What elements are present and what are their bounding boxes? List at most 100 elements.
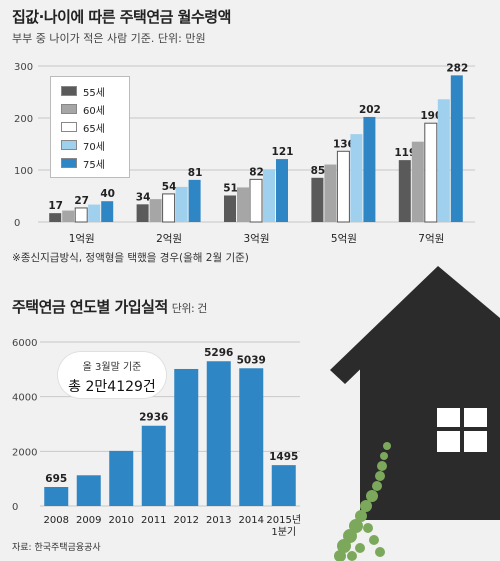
chart2-xtick-0: 2008 xyxy=(44,515,69,526)
chart1-title: 집값·나이에 따른 주택연금 월수령액 xyxy=(12,8,231,26)
legend-label-75: 75세 xyxy=(83,159,105,171)
chart1-bar-1-0 xyxy=(62,210,75,222)
chart1-xtick-4: 7억원 xyxy=(418,233,444,245)
chart1-bar-3-3 xyxy=(350,134,363,222)
chart1-bar-4-0 xyxy=(101,201,114,222)
chart1-xtick-3: 5억원 xyxy=(331,233,357,245)
legend-swatch-75 xyxy=(61,158,77,168)
chart1-note: ※종신지급방식, 정액형을 택했을 경우(올해 2월 기준) xyxy=(12,252,249,264)
chart1-bar-2-0 xyxy=(74,207,88,223)
chart2-value-label-6: 5039 xyxy=(237,354,266,366)
chart2-title: 주택연금 연도별 가입실적 단위: 건 xyxy=(12,296,207,317)
chart1-bar-2-2 xyxy=(249,178,263,223)
legend-swatch-65 xyxy=(61,122,77,132)
chart2-value-label-0: 695 xyxy=(45,473,67,485)
chart1-value-label-0-4: 119 xyxy=(394,147,416,159)
chart2-bar-4 xyxy=(174,368,199,506)
chart1-bar-0-3 xyxy=(311,177,324,222)
legend-swatch-70 xyxy=(61,140,77,150)
chart1-value-label-0-0: 17 xyxy=(48,200,63,212)
legend-swatch-60 xyxy=(61,104,77,114)
legend-label-60: 60세 xyxy=(83,105,105,117)
legend-item-55: 55세 xyxy=(61,84,105,99)
chart1-value-label-4-3: 202 xyxy=(359,104,381,116)
house-icon xyxy=(330,266,500,520)
chart2-bar-6 xyxy=(239,368,264,506)
money-stream xyxy=(334,442,391,561)
chart1-bar-3-1 xyxy=(175,186,188,222)
chart2-bar-0 xyxy=(44,487,69,506)
legend-label-70: 70세 xyxy=(83,141,105,153)
chart1-bar-4-4 xyxy=(450,75,463,222)
chart1-xtick-0: 1억원 xyxy=(69,233,95,245)
chart2-xtick-3: 2011 xyxy=(141,515,166,526)
chart2-xtick-4: 2012 xyxy=(174,515,199,526)
chart1-ytick-100: 100 xyxy=(14,166,33,177)
chart2-ytick-0: 0 xyxy=(12,502,18,513)
chart1-bar-4-2 xyxy=(276,159,288,222)
chart2-xtick-6: 2014 xyxy=(239,515,264,526)
legend-swatch-55 xyxy=(61,86,77,96)
chart2-ytick-6000: 6000 xyxy=(12,338,37,349)
chart2-xtick-2: 2010 xyxy=(109,515,134,526)
chart1-bar-1-3 xyxy=(324,164,337,222)
chart2-xtick-7-line2: 1분기 xyxy=(271,526,296,538)
chart1-value-label-4-0: 40 xyxy=(100,188,115,200)
chart1-value-label-0-1: 34 xyxy=(136,191,151,203)
chart2-callout: 올 3월말 기준 총 2만4129건 xyxy=(58,352,166,398)
chart1-xtick-1: 2억원 xyxy=(156,233,182,245)
callout-line2: 총 2만4129건 xyxy=(68,379,156,395)
chart1-ytick-200: 200 xyxy=(14,114,33,125)
callout-line1: 올 3월말 기준 xyxy=(82,362,142,373)
chart2-ytick-2000: 2000 xyxy=(12,447,37,458)
chart1-bar-1-4 xyxy=(411,141,424,222)
legend-item-75: 75세 xyxy=(61,156,105,171)
chart1-value-label-0-2: 51 xyxy=(223,182,238,194)
chart2-bar-7 xyxy=(271,465,296,506)
chart1-value-label-4-1: 81 xyxy=(188,167,203,179)
chart1-value-label-4-2: 121 xyxy=(272,146,294,158)
chart2-xtick-1: 2009 xyxy=(76,515,101,526)
chart2-xtick-7: 2015년 xyxy=(266,514,301,526)
chart1-svg: 0 100 200 300 17 27 40 1억원 34 54 81 2억원 51 82 121 3억원 85… xyxy=(14,62,475,245)
chart1-bar-0-0 xyxy=(49,213,62,222)
faucet-icon xyxy=(384,398,412,436)
chart1-bar-2-4 xyxy=(424,122,438,223)
chart2-value-label-7: 1495 xyxy=(269,451,298,463)
chart1-bar-3-2 xyxy=(263,169,275,222)
chart2-bar-2 xyxy=(109,450,134,506)
chart1-bar-3-4 xyxy=(437,99,450,222)
chart1-bar-0-2 xyxy=(224,195,236,222)
chart1-bar-1-2 xyxy=(237,187,249,222)
chart2-unit: 단위: 건 xyxy=(171,302,208,315)
chart2-title-text: 주택연금 연도별 가입실적 xyxy=(12,298,168,316)
chart2-xtick-5: 2013 xyxy=(206,515,231,526)
chart2-bar-1 xyxy=(76,475,101,506)
chart1-ytick-300: 300 xyxy=(14,62,33,73)
legend-label-55: 55세 xyxy=(83,87,105,99)
legend-item-70: 70세 xyxy=(61,138,105,153)
chart1-xtick-2: 3억원 xyxy=(243,233,269,245)
legend-label-65: 65세 xyxy=(83,123,105,135)
chart1-value-label-2-0: 27 xyxy=(74,195,89,207)
chart1-bar-4-1 xyxy=(188,179,201,222)
source-note: 자료: 한국주택금융공사 xyxy=(12,543,101,553)
chart1-bar-2-3 xyxy=(336,150,350,223)
chart1-bar-3-0 xyxy=(88,204,101,222)
legend-item-65: 65세 xyxy=(61,120,105,135)
chart1-value-label-2-1: 54 xyxy=(162,181,177,193)
chart1-bar-2-1 xyxy=(162,193,176,223)
chart2-bar-5 xyxy=(206,361,231,506)
chart1-bar-4-3 xyxy=(363,116,376,222)
chart2-value-label-3: 2936 xyxy=(139,412,168,424)
chart1-subtitle: 부부 중 나이가 적은 사람 기준. 단위: 만원 xyxy=(12,32,206,45)
chart1-value-label-4-4: 282 xyxy=(446,62,468,74)
chart2-bar-3 xyxy=(141,425,166,506)
legend-item-60: 60세 xyxy=(61,102,105,117)
chart1-value-label-0-3: 85 xyxy=(311,165,326,177)
chart1-value-label-2-3: 136 xyxy=(333,138,355,150)
chart2-ytick-4000: 4000 xyxy=(12,393,37,404)
chart1-value-label-2-2: 82 xyxy=(249,166,264,178)
